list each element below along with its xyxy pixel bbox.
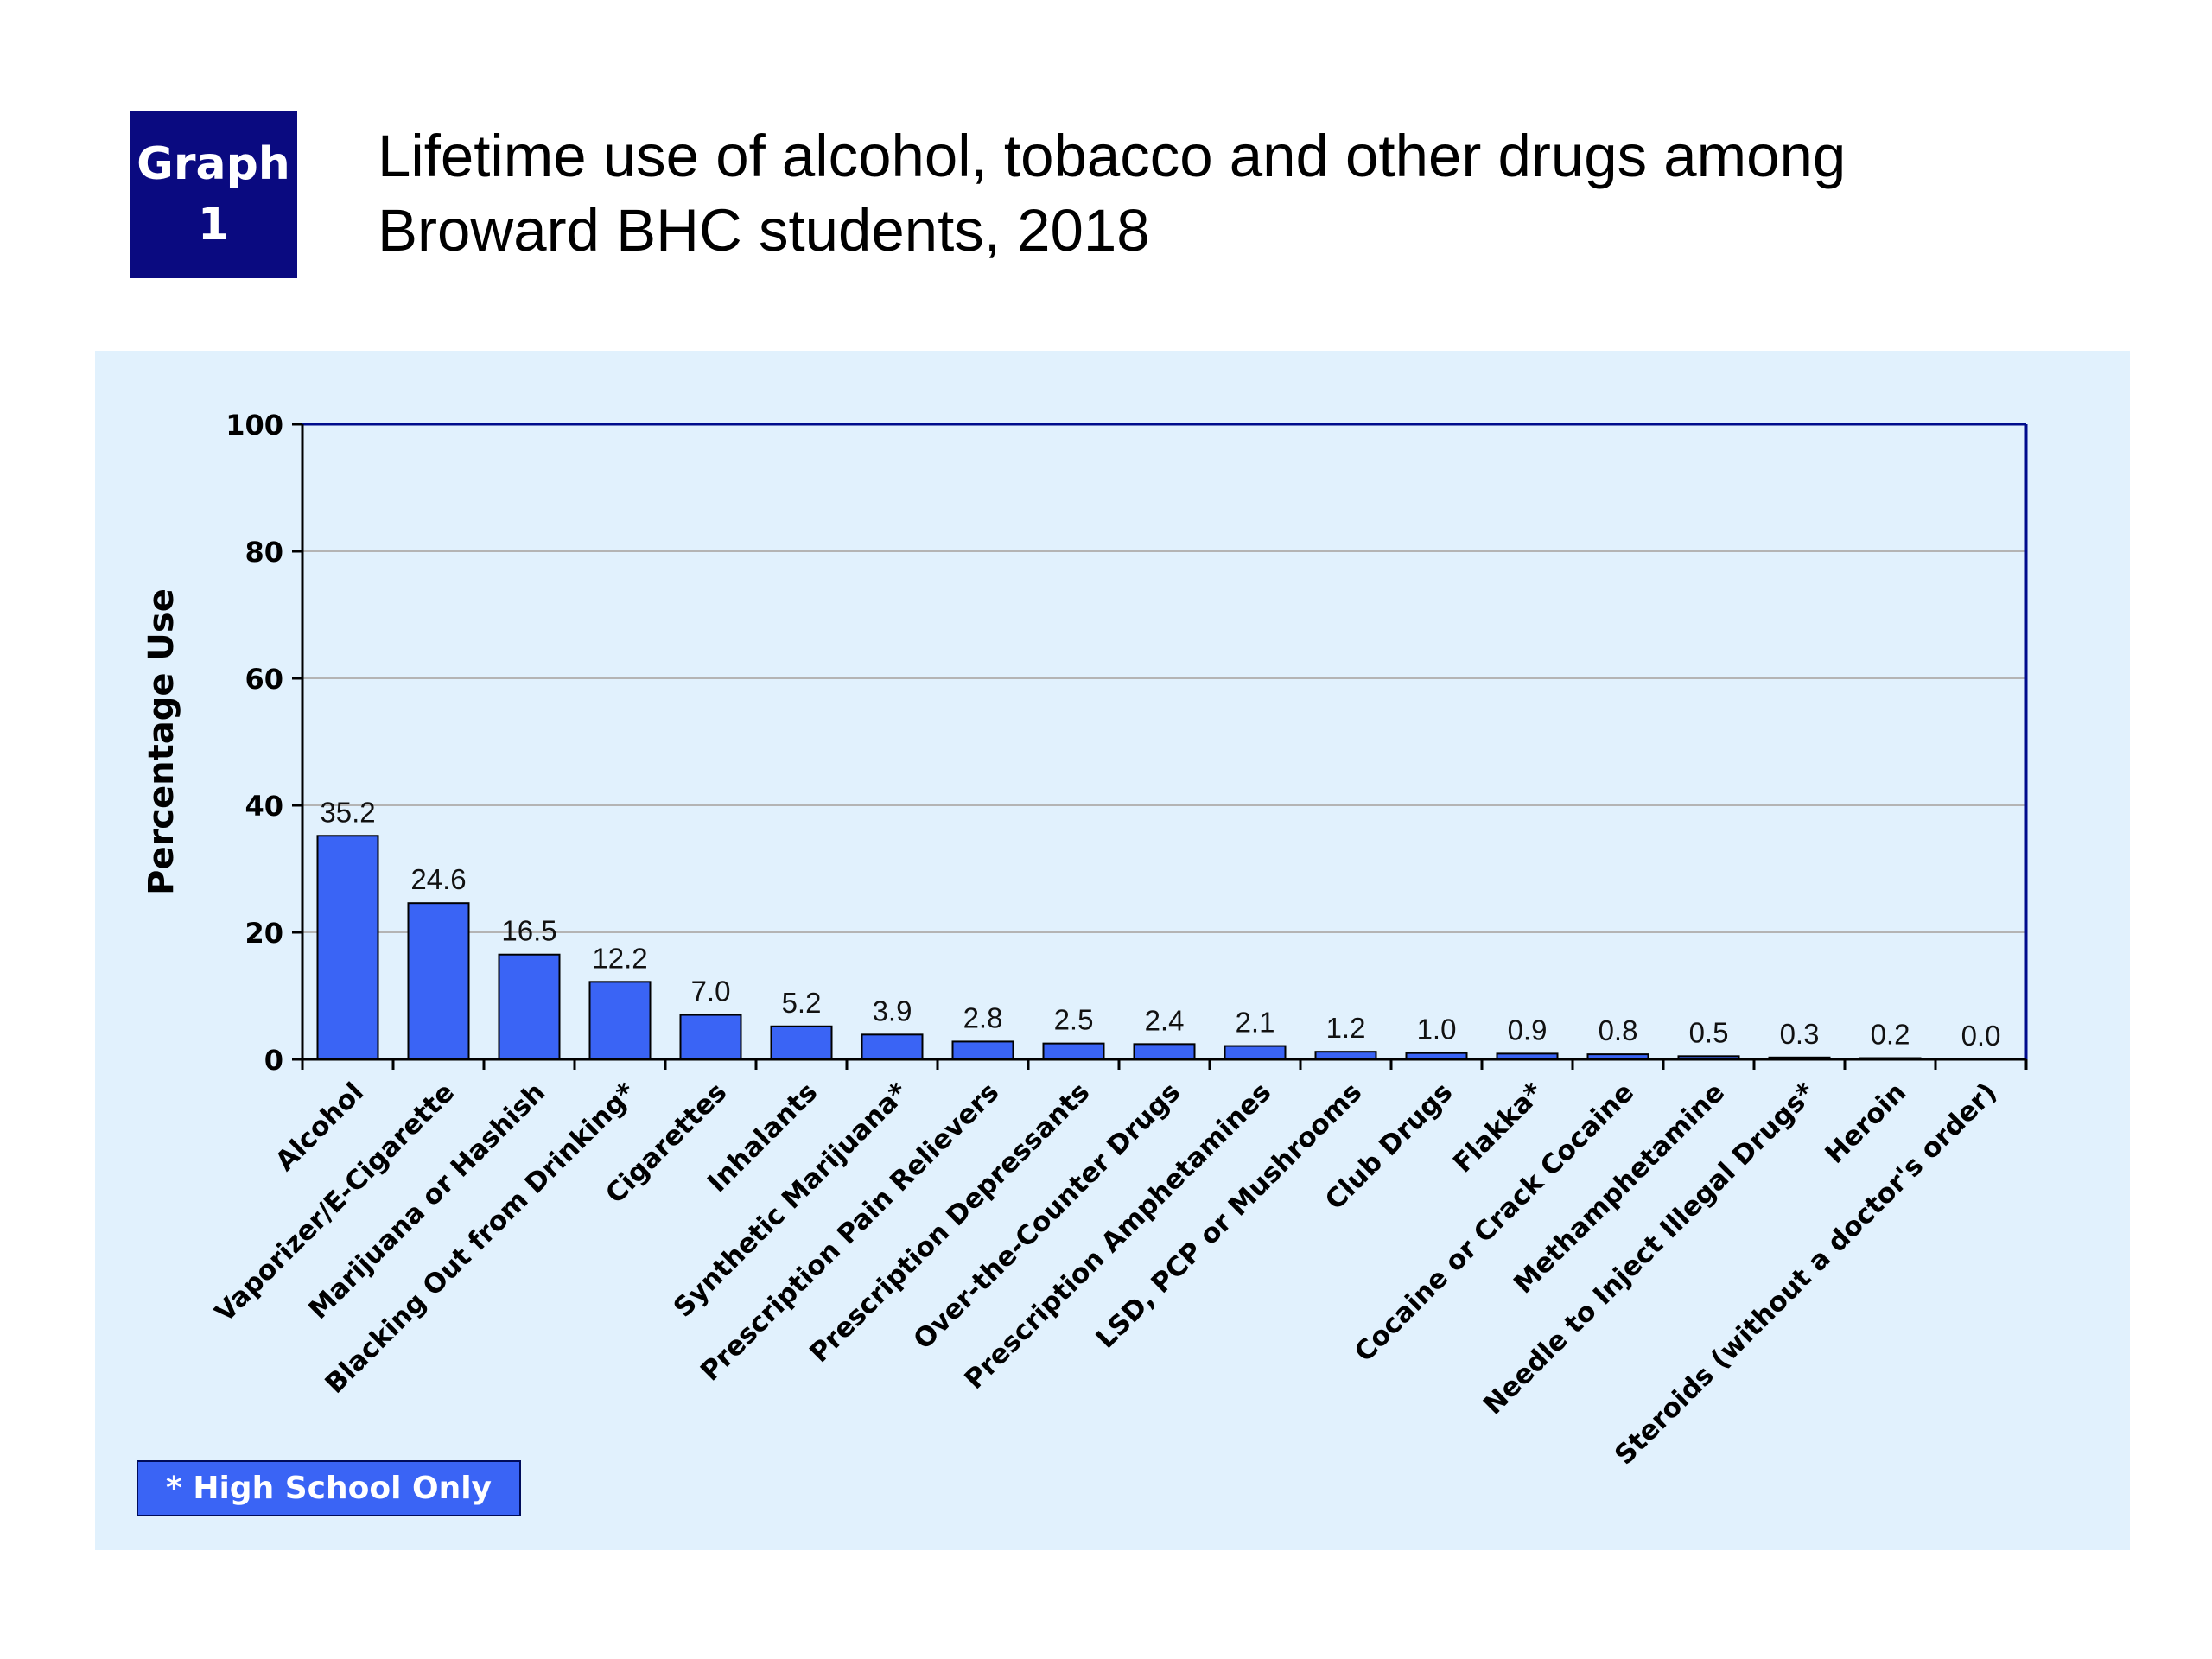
high-school-only-note: * High School Only <box>137 1460 521 1516</box>
bar <box>1859 1057 1922 1061</box>
bar <box>1133 1043 1196 1060</box>
y-tick-label: 20 <box>245 917 283 950</box>
data-label: 2.1 <box>1236 1007 1275 1039</box>
bar <box>1405 1052 1468 1061</box>
graph-badge-number: 1 <box>197 199 230 251</box>
data-label: 0.9 <box>1508 1014 1548 1046</box>
bar <box>770 1025 833 1061</box>
chart-title-line-1: Lifetime use of alcohol, tobacco and oth… <box>378 123 1847 189</box>
bar <box>588 981 652 1061</box>
chart-title-line-2: Broward BHC students, 2018 <box>378 197 1150 264</box>
graph-badge: Graph 1 <box>130 111 297 278</box>
bar <box>951 1040 1014 1060</box>
bar <box>1496 1052 1559 1061</box>
category-label: Needle to Inject Illegal Drugs* <box>1478 1077 1821 1421</box>
data-label: 2.8 <box>963 1001 1003 1033</box>
bar <box>679 1014 742 1060</box>
bar <box>1586 1053 1649 1060</box>
bar <box>498 953 561 1060</box>
category-label: Heroin <box>1820 1077 1913 1170</box>
y-tick-label: 40 <box>245 790 283 823</box>
bar <box>316 835 379 1061</box>
graph-badge-label: Graph <box>137 138 290 190</box>
bar <box>1768 1056 1831 1060</box>
y-tick-label: 60 <box>245 663 283 696</box>
data-label: 0.3 <box>1780 1018 1820 1050</box>
y-axis-title: Percentage Use <box>142 588 181 895</box>
data-label: 16.5 <box>501 915 556 947</box>
data-label: 2.4 <box>1145 1004 1185 1036</box>
data-label: 0.8 <box>1599 1014 1638 1046</box>
y-tick-label: 100 <box>226 409 283 442</box>
bar <box>1042 1042 1105 1060</box>
data-label: 3.9 <box>873 995 912 1027</box>
data-label: 1.2 <box>1326 1012 1366 1044</box>
y-tick-label: 80 <box>245 536 283 569</box>
bar <box>407 902 470 1060</box>
bar <box>861 1033 924 1061</box>
bar <box>1314 1051 1377 1060</box>
data-label: 5.2 <box>782 987 822 1019</box>
data-label: 1.0 <box>1417 1014 1457 1046</box>
data-label: 0.0 <box>1961 1020 2001 1052</box>
bar <box>1224 1045 1287 1061</box>
data-label: 35.2 <box>320 796 375 828</box>
bar <box>1677 1055 1740 1061</box>
y-tick-label: 0 <box>264 1044 283 1077</box>
chart-title: Lifetime use of alcohol, tobacco and oth… <box>378 119 2019 268</box>
data-label: 0.5 <box>1689 1016 1729 1048</box>
data-label: 12.2 <box>592 942 647 974</box>
chart-panel: 0 20 40 60 80 100 Percentage Use 35.2 Alcohol 24.… <box>95 351 2130 1550</box>
data-label: 7.0 <box>691 976 731 1007</box>
data-label: 24.6 <box>410 863 466 895</box>
data-label: 0.2 <box>1871 1019 1910 1051</box>
data-label: 2.5 <box>1054 1004 1094 1036</box>
